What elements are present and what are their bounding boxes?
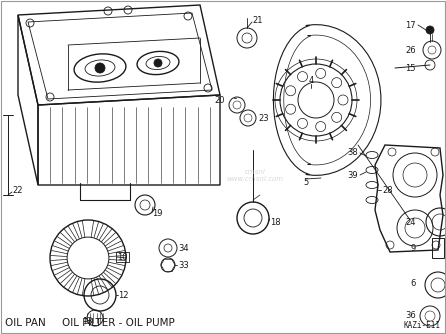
Bar xyxy=(432,238,444,258)
Text: 20: 20 xyxy=(215,96,225,105)
Text: 17: 17 xyxy=(405,20,416,29)
Text: 38: 38 xyxy=(347,148,358,157)
Text: 33: 33 xyxy=(178,261,189,270)
Text: 18: 18 xyxy=(270,217,281,226)
Text: KAZi-E11: KAZi-E11 xyxy=(403,321,440,330)
Text: 24: 24 xyxy=(405,217,416,226)
Text: 39: 39 xyxy=(347,170,358,179)
Text: 10: 10 xyxy=(117,253,128,262)
Text: 36: 36 xyxy=(405,312,416,321)
Text: 28: 28 xyxy=(382,185,392,194)
Text: cmsnl
www.cmsnl.com: cmsnl www.cmsnl.com xyxy=(227,168,284,181)
Text: 5: 5 xyxy=(303,177,309,186)
Text: 26: 26 xyxy=(405,45,416,54)
Text: OIL FILTER - OIL PUMP: OIL FILTER - OIL PUMP xyxy=(62,318,175,328)
Text: 23: 23 xyxy=(258,114,268,123)
Text: 22: 22 xyxy=(12,185,22,194)
Circle shape xyxy=(154,59,162,67)
Text: 34: 34 xyxy=(178,243,189,253)
Circle shape xyxy=(95,63,105,73)
Text: 21: 21 xyxy=(252,15,263,24)
Text: 19: 19 xyxy=(152,208,162,217)
Text: 6: 6 xyxy=(411,279,416,288)
Text: 12: 12 xyxy=(118,291,128,300)
Text: 9: 9 xyxy=(411,243,416,253)
Text: OIL PAN: OIL PAN xyxy=(5,318,46,328)
Text: 13: 13 xyxy=(82,317,93,326)
Text: 4: 4 xyxy=(308,75,314,85)
Circle shape xyxy=(426,26,434,34)
Text: 15: 15 xyxy=(405,63,416,72)
